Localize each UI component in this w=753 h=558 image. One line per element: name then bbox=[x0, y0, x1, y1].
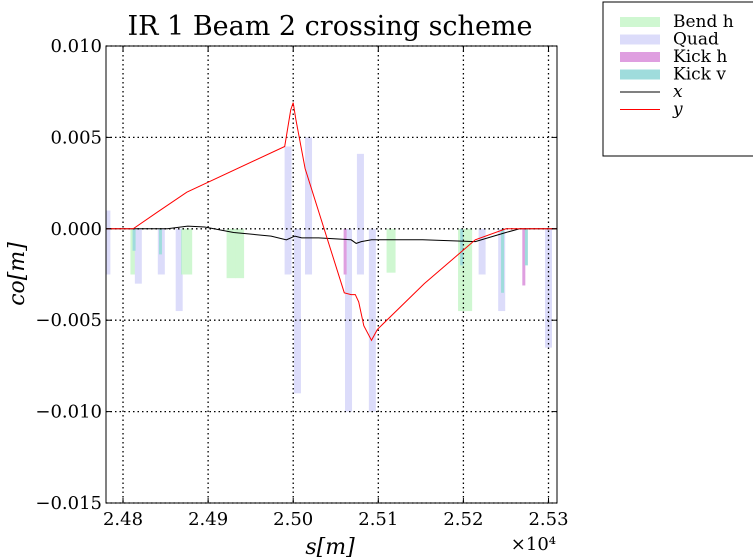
orbit-series bbox=[106, 102, 557, 342]
element-bar-quad bbox=[175, 228, 183, 312]
lattice-elements bbox=[106, 137, 552, 412]
y-tick-label: −0.015 bbox=[35, 493, 102, 514]
element-bar-quad bbox=[284, 146, 292, 229]
element-bar-quad bbox=[293, 228, 301, 394]
element-bar-bend bbox=[463, 228, 473, 312]
axis-ticks: 2.48 2.49 2.50 2.51 2.52 2.53 −0.015 −0.010 −0.0… bbox=[35, 36, 568, 530]
element-bar-quad bbox=[305, 228, 313, 275]
y-tick-label: 0.000 bbox=[50, 219, 102, 240]
y-tick-label: −0.005 bbox=[35, 310, 102, 331]
legend-label: Kick h bbox=[673, 47, 727, 67]
element-bar-bend bbox=[235, 228, 245, 279]
element-bar-quad bbox=[345, 228, 353, 412]
legend-label: x bbox=[673, 82, 683, 102]
element-bar-bend bbox=[226, 228, 236, 279]
element-bar-bend bbox=[458, 228, 468, 312]
element-bar-quad bbox=[544, 228, 552, 348]
element-bar-quad bbox=[356, 153, 364, 229]
element-bar-quad bbox=[478, 228, 486, 275]
x-tick-label: 2.49 bbox=[188, 509, 228, 530]
x-tick-label: 2.52 bbox=[443, 509, 483, 530]
legend-swatch-bar bbox=[620, 34, 660, 45]
x-axis-multiplier: ×10⁴ bbox=[511, 534, 556, 555]
y-axis-label: co[m] bbox=[5, 242, 30, 306]
y-tick-label: 0.010 bbox=[50, 36, 102, 57]
legend-swatch-bar bbox=[620, 69, 660, 80]
legend-swatch-bar bbox=[620, 52, 660, 62]
series-line-y bbox=[106, 102, 557, 342]
element-bar-kickv bbox=[524, 228, 528, 266]
element-bar-quad bbox=[356, 228, 364, 275]
element-bar-quad bbox=[305, 137, 313, 229]
element-bar-bend bbox=[386, 228, 396, 273]
element-bar-quad bbox=[134, 228, 142, 284]
element-bar-kickv bbox=[132, 228, 136, 251]
element-bar-quad bbox=[284, 228, 292, 275]
x-axis-label: s[m] bbox=[305, 535, 355, 558]
legend-label: y bbox=[672, 100, 683, 120]
element-bar-kickv bbox=[460, 228, 464, 266]
legend-swatch-bar bbox=[620, 17, 660, 27]
y-tick-label: −0.010 bbox=[35, 402, 102, 423]
x-tick-label: 2.51 bbox=[358, 509, 398, 530]
element-bar-quad bbox=[106, 228, 111, 275]
element-bar-kickh bbox=[522, 228, 526, 286]
x-tick-label: 2.50 bbox=[273, 509, 313, 530]
plot-background bbox=[106, 46, 557, 503]
element-bar-kickh bbox=[343, 228, 347, 275]
x-tick-label: 2.53 bbox=[528, 509, 568, 530]
element-bar-kickv bbox=[501, 228, 505, 293]
chart-title: IR 1 Beam 2 crossing scheme bbox=[127, 11, 532, 42]
plot-area bbox=[106, 46, 557, 503]
plot-border bbox=[105, 45, 558, 504]
element-bar-bend bbox=[183, 228, 193, 275]
legend-label: Quad bbox=[673, 30, 719, 50]
plot-frame bbox=[105, 45, 558, 504]
y-tick-label: 0.005 bbox=[50, 127, 102, 148]
element-bar-quad bbox=[106, 210, 111, 229]
element-bar-kickv bbox=[158, 228, 162, 255]
legend-label: Kick v bbox=[673, 65, 726, 85]
series-line-x bbox=[106, 225, 557, 244]
x-tick-label: 2.48 bbox=[103, 509, 143, 530]
legend-label: Bend h bbox=[673, 12, 734, 32]
